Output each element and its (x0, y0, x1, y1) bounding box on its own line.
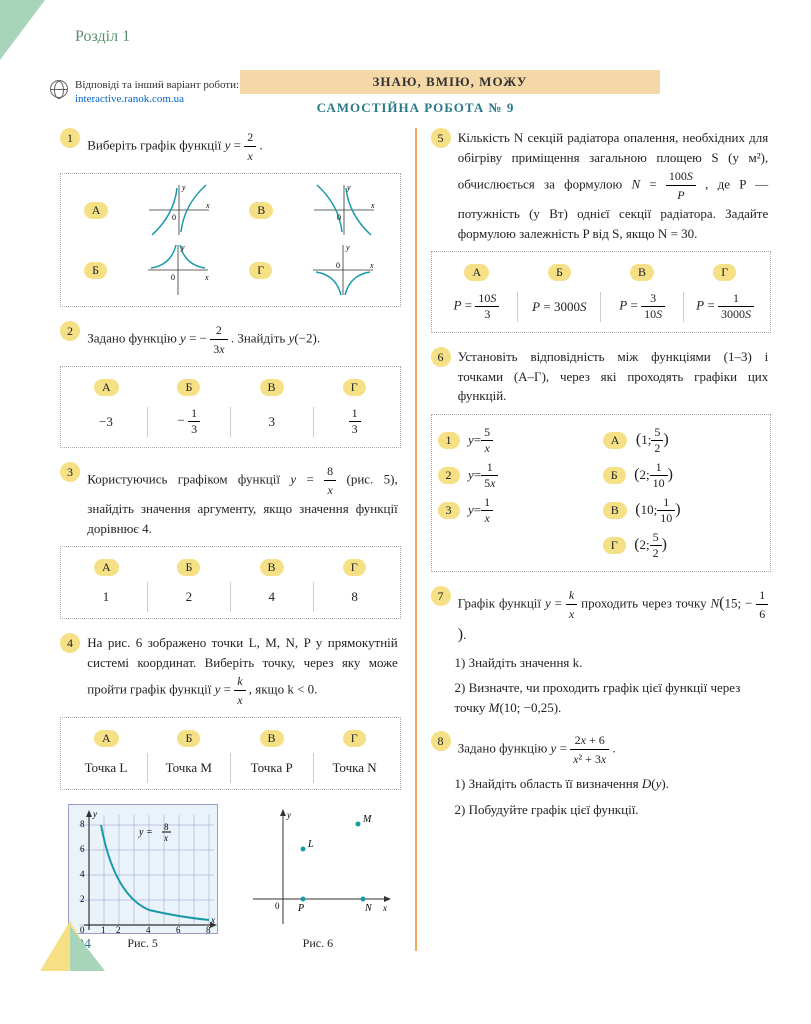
val-d: P = 13000S (684, 287, 766, 326)
task-text: Задано функцію y = 2x + 6x² + 3x . (458, 731, 769, 768)
opt-c: Б (84, 262, 107, 279)
task-4-options: А Б В Г Точка L Точка M Точка P Точка N (60, 717, 401, 790)
task-number: 8 (431, 731, 451, 751)
figure-6: L M P N 0 x y Рис. 6 (235, 804, 400, 951)
svg-text:6: 6 (80, 844, 85, 854)
task-5: 5 Кількість N секцій радіатора опалення,… (431, 128, 772, 333)
task-number: 5 (431, 128, 451, 148)
figures: 8642 012468 xy y = 8x Рис. 5 L (60, 804, 401, 951)
section-label: Розділ 1 (75, 28, 130, 46)
svg-text:0: 0 (275, 901, 280, 911)
svg-text:4: 4 (146, 925, 151, 935)
val-b: − 13 (148, 402, 230, 441)
task-7-sub2: 2) Визначте, чи проходить графік цієї фу… (455, 678, 772, 717)
task-text: Кількість N секцій радіатора опалення, н… (458, 128, 769, 243)
val-c: 3 (231, 410, 313, 434)
svg-text:6: 6 (176, 925, 181, 935)
svg-text:y =: y = (138, 827, 153, 838)
task-number: 1 (60, 128, 80, 148)
svg-text:x: x (382, 903, 387, 913)
task-number: 3 (60, 462, 80, 482)
hint-prefix: Відповіді та інший варіант роботи: (75, 79, 239, 91)
svg-text:2: 2 (116, 925, 121, 935)
corner-decoration-bl2 (70, 926, 105, 971)
task-text: Графік функції y = kx проходить через то… (458, 586, 769, 647)
task-6: 6 Установіть відповідність між функціями… (431, 347, 772, 572)
task-2-options: А Б В Г −3 − 13 3 13 (60, 366, 401, 448)
banner: ЗНАЮ, ВМІЮ, МОЖУ (240, 70, 660, 94)
task-6-matching: 1 y = 5x 2 y = 15x 3 y = 1x А (1; 52) Б … (431, 414, 772, 572)
task-number: 2 (60, 321, 80, 341)
task-2: 2 Задано функцію y = − 23x . Знайдіть y(… (60, 321, 401, 448)
left-column: 1 Виберіть графік функції y = 2x . А xy0… (60, 128, 401, 951)
val-c: P = 310S (601, 287, 683, 326)
corner-decoration (0, 0, 45, 60)
svg-text:8: 8 (206, 925, 211, 935)
svg-text:x: x (210, 915, 215, 925)
task-8-sub1: 1) Знайдіть область її визначення D(y). (455, 774, 772, 794)
task-7: 7 Графік функції y = kx проходить через … (431, 586, 772, 718)
svg-text:x: x (369, 261, 374, 270)
hint-text: Відповіді та інший варіант роботи: inter… (75, 78, 239, 107)
task-4: 4 На рис. 6 зображено точки L, M, N, P у… (60, 633, 401, 790)
val-b: P = 3000S (518, 295, 600, 319)
svg-text:8: 8 (164, 822, 169, 832)
svg-text:y: y (181, 183, 186, 192)
svg-text:0: 0 (336, 261, 340, 270)
task-3-options: А Б В Г 1 2 4 8 (60, 546, 401, 619)
task-8-sub2: 2) Побудуйте графік цієї функції. (455, 800, 772, 820)
task-text: Установіть відповідність між функціями (… (458, 347, 769, 406)
right-column: 5 Кількість N секцій радіатора опалення,… (431, 128, 772, 951)
svg-text:x: x (205, 201, 210, 210)
val-d: 13 (314, 402, 396, 441)
svg-text:y: y (346, 183, 351, 192)
svg-text:L: L (307, 839, 314, 850)
svg-text:0: 0 (337, 213, 341, 222)
opt-b: В (249, 202, 273, 219)
val-a: P = 10S3 (436, 287, 518, 326)
two-column-layout: 1 Виберіть графік функції y = 2x . А xy0… (60, 128, 771, 951)
svg-text:y: y (345, 243, 350, 252)
svg-text:y: y (180, 243, 185, 252)
task-1-options: А xy0 В xy0 Б xy0 Г xy0 (60, 173, 401, 307)
svg-text:8: 8 (80, 819, 85, 829)
fig-6-label: Рис. 6 (235, 936, 400, 951)
svg-text:2: 2 (80, 894, 85, 904)
svg-text:y: y (286, 810, 291, 820)
task-text: На рис. 6 зображено точки L, M, N, P у п… (87, 633, 398, 709)
hint-link[interactable]: interactive.ranok.com.ua (75, 93, 184, 105)
svg-text:x: x (370, 201, 375, 210)
svg-text:P: P (297, 903, 304, 914)
globe-icon (50, 80, 68, 98)
graph-b: x y 0 (309, 180, 379, 240)
graph-a: x y 0 (144, 180, 214, 240)
svg-text:x: x (163, 833, 168, 843)
val-a: −3 (65, 410, 147, 434)
column-divider (415, 128, 417, 951)
svg-text:y: y (92, 809, 97, 819)
task-text: Задано функцію y = − 23x . Знайдіть y(−2… (87, 321, 398, 358)
task-5-options: А Б В Г P = 10S3 P = 3000S P = 310S P = … (431, 251, 772, 333)
task-1: 1 Виберіть графік функції y = 2x . А xy0… (60, 128, 401, 307)
svg-text:4: 4 (80, 869, 85, 879)
task-3: 3 Користуючись графіком функції y = 8x (… (60, 462, 401, 619)
graph-c: x y 0 (143, 240, 213, 300)
svg-text:M: M (362, 814, 372, 825)
svg-text:0: 0 (171, 273, 175, 282)
svg-text:x: x (204, 273, 209, 282)
task-number: 4 (60, 633, 80, 653)
task-text: Виберіть графік функції y = 2x . (87, 128, 398, 165)
task-number: 7 (431, 586, 451, 606)
opt-d: Г (249, 262, 272, 279)
task-7-sub1: 1) Знайдіть значення k. (455, 653, 772, 673)
task-number: 6 (431, 347, 451, 367)
svg-text:0: 0 (172, 213, 176, 222)
graph-d: x y0 (308, 240, 378, 300)
opt-a: А (84, 202, 109, 219)
svg-text:N: N (364, 903, 373, 914)
task-text: Користуючись графіком функції y = 8x (ри… (87, 462, 398, 538)
task-8: 8 Задано функцію y = 2x + 6x² + 3x . 1) … (431, 731, 772, 819)
